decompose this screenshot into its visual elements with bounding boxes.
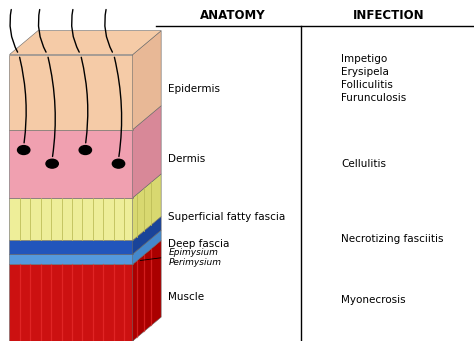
Circle shape — [79, 146, 91, 154]
Polygon shape — [9, 130, 133, 198]
Text: Superficial fatty fascia: Superficial fatty fascia — [168, 211, 285, 222]
Text: INFECTION: INFECTION — [353, 9, 425, 21]
Circle shape — [46, 159, 58, 168]
Circle shape — [112, 159, 125, 168]
Polygon shape — [9, 240, 133, 254]
Text: Impetigo
Erysipela
Folliculitis
Furunculosis: Impetigo Erysipela Folliculitis Furuncul… — [341, 54, 407, 103]
Polygon shape — [9, 254, 133, 264]
Polygon shape — [133, 106, 161, 198]
Text: Necrotizing fasciitis: Necrotizing fasciitis — [341, 234, 444, 244]
Circle shape — [18, 146, 30, 154]
Text: Myonecrosis: Myonecrosis — [341, 295, 406, 305]
Polygon shape — [133, 230, 161, 264]
Text: Deep fascia: Deep fascia — [168, 239, 229, 249]
Polygon shape — [133, 174, 161, 240]
Text: Cellulitis: Cellulitis — [341, 159, 386, 169]
Text: Epidermis: Epidermis — [168, 84, 220, 94]
Polygon shape — [133, 31, 161, 130]
Polygon shape — [133, 240, 161, 341]
Text: Dermis: Dermis — [168, 153, 206, 164]
Polygon shape — [9, 198, 133, 240]
Text: Epimysium
Perimysium: Epimysium Perimysium — [168, 248, 221, 267]
Text: ANATOMY: ANATOMY — [200, 9, 265, 21]
Polygon shape — [9, 31, 161, 55]
Polygon shape — [133, 217, 161, 254]
Polygon shape — [9, 55, 133, 130]
Polygon shape — [9, 264, 133, 341]
Text: Muscle: Muscle — [168, 292, 204, 302]
